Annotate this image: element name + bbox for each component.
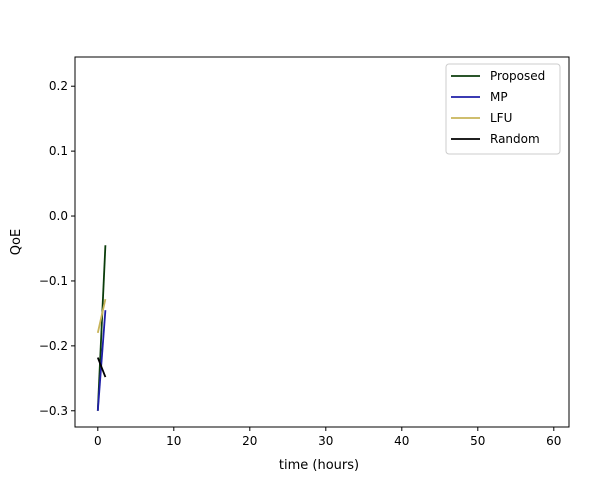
- series-line-lfu: [96, 298, 107, 334]
- legend-label-random: Random: [490, 132, 540, 146]
- x-tick-label: 60: [546, 434, 561, 448]
- plot-frame: [74, 56, 570, 428]
- x-axis-label: time (hours): [279, 458, 359, 473]
- legend-entries: Proposed MP LFU Random: [451, 69, 545, 146]
- y-tick-label: 0.1: [49, 144, 68, 158]
- y-tick-label: 0.2: [49, 79, 68, 93]
- legend-label-lfu: LFU: [490, 111, 512, 125]
- legend-label-mp: MP: [490, 90, 508, 104]
- series-line-mp: [96, 310, 107, 411]
- y-tick-label: −0.2: [39, 339, 68, 353]
- legend-label-proposed: Proposed: [490, 69, 545, 83]
- x-tick-label: 30: [318, 434, 333, 448]
- y-axis-ticks: −0.3 −0.2 −0.1 0.0 0.1 0.2: [39, 79, 75, 418]
- y-tick-label: −0.1: [39, 274, 68, 288]
- legend-box: [445, 63, 561, 155]
- x-tick-label: 50: [470, 434, 485, 448]
- y-axis-label: QoE: [9, 229, 24, 255]
- x-tick-label: 20: [242, 434, 257, 448]
- series-line-random: [96, 357, 107, 378]
- y-tick-label: −0.3: [39, 404, 68, 418]
- plot-series: [96, 245, 107, 411]
- legend: Proposed MP LFU Random: [445, 63, 561, 155]
- y-tick-label: 0.0: [49, 209, 68, 223]
- x-tick-label: 0: [94, 434, 102, 448]
- x-tick-label: 40: [394, 434, 409, 448]
- x-tick-label: 10: [166, 434, 181, 448]
- x-axis-ticks: 0 10 20 30 40 50 60: [94, 427, 561, 448]
